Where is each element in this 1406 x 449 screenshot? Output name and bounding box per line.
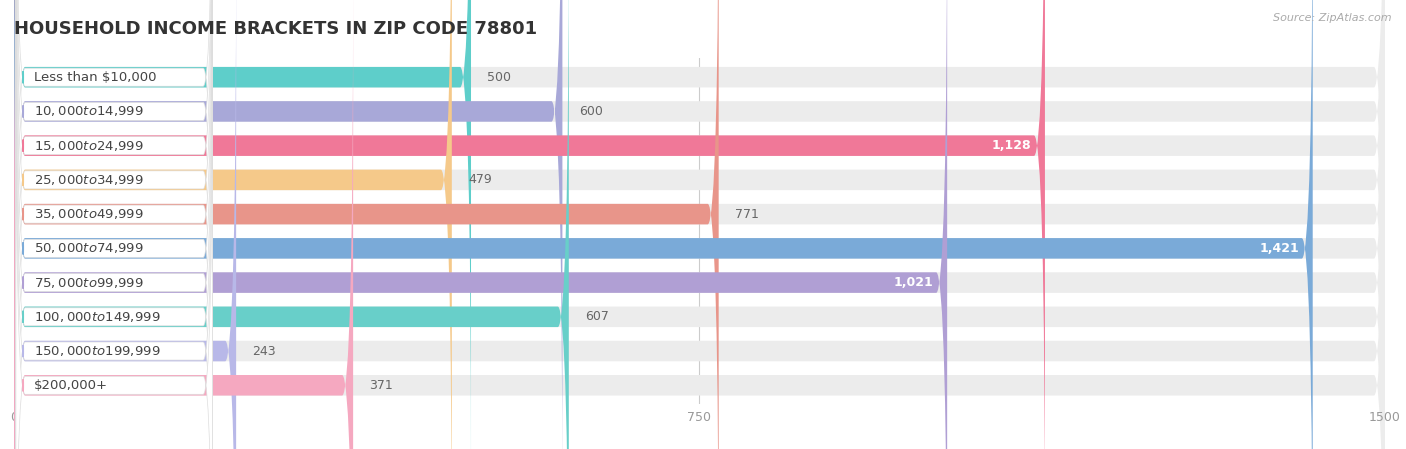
FancyBboxPatch shape bbox=[14, 0, 1385, 449]
FancyBboxPatch shape bbox=[14, 0, 1385, 449]
FancyBboxPatch shape bbox=[14, 0, 569, 449]
FancyBboxPatch shape bbox=[15, 0, 212, 449]
Text: $35,000 to $49,999: $35,000 to $49,999 bbox=[34, 207, 143, 221]
Text: $10,000 to $14,999: $10,000 to $14,999 bbox=[34, 105, 143, 119]
FancyBboxPatch shape bbox=[15, 0, 212, 449]
Text: $50,000 to $74,999: $50,000 to $74,999 bbox=[34, 242, 143, 255]
Text: $100,000 to $149,999: $100,000 to $149,999 bbox=[34, 310, 160, 324]
Text: $150,000 to $199,999: $150,000 to $199,999 bbox=[34, 344, 160, 358]
FancyBboxPatch shape bbox=[15, 0, 212, 449]
FancyBboxPatch shape bbox=[15, 0, 212, 445]
Text: 371: 371 bbox=[370, 379, 394, 392]
Text: 500: 500 bbox=[488, 70, 512, 84]
Text: 243: 243 bbox=[253, 344, 276, 357]
FancyBboxPatch shape bbox=[14, 0, 562, 449]
FancyBboxPatch shape bbox=[15, 52, 212, 449]
FancyBboxPatch shape bbox=[15, 0, 212, 449]
FancyBboxPatch shape bbox=[14, 0, 471, 449]
Text: 607: 607 bbox=[585, 310, 609, 323]
Text: 1,021: 1,021 bbox=[894, 276, 934, 289]
FancyBboxPatch shape bbox=[14, 0, 1385, 449]
Text: $15,000 to $24,999: $15,000 to $24,999 bbox=[34, 139, 143, 153]
FancyBboxPatch shape bbox=[14, 0, 948, 449]
FancyBboxPatch shape bbox=[14, 0, 353, 449]
FancyBboxPatch shape bbox=[14, 0, 451, 449]
Text: $200,000+: $200,000+ bbox=[34, 379, 108, 392]
Text: $25,000 to $34,999: $25,000 to $34,999 bbox=[34, 173, 143, 187]
FancyBboxPatch shape bbox=[14, 0, 1385, 449]
Text: 600: 600 bbox=[579, 105, 603, 118]
FancyBboxPatch shape bbox=[14, 0, 1385, 449]
FancyBboxPatch shape bbox=[14, 0, 1385, 449]
FancyBboxPatch shape bbox=[14, 0, 1385, 449]
Text: 1,421: 1,421 bbox=[1260, 242, 1299, 255]
FancyBboxPatch shape bbox=[14, 0, 1385, 449]
Text: HOUSEHOLD INCOME BRACKETS IN ZIP CODE 78801: HOUSEHOLD INCOME BRACKETS IN ZIP CODE 78… bbox=[14, 20, 537, 38]
FancyBboxPatch shape bbox=[14, 0, 1385, 449]
FancyBboxPatch shape bbox=[14, 0, 718, 449]
Text: Less than $10,000: Less than $10,000 bbox=[34, 70, 156, 84]
FancyBboxPatch shape bbox=[14, 0, 1045, 449]
FancyBboxPatch shape bbox=[14, 0, 1385, 449]
Text: Source: ZipAtlas.com: Source: ZipAtlas.com bbox=[1274, 13, 1392, 23]
FancyBboxPatch shape bbox=[15, 0, 212, 449]
Text: 1,128: 1,128 bbox=[991, 139, 1031, 152]
FancyBboxPatch shape bbox=[14, 0, 1313, 449]
Text: 479: 479 bbox=[468, 173, 492, 186]
Text: $75,000 to $99,999: $75,000 to $99,999 bbox=[34, 276, 143, 290]
FancyBboxPatch shape bbox=[15, 18, 212, 449]
Text: 771: 771 bbox=[735, 207, 759, 220]
FancyBboxPatch shape bbox=[15, 0, 212, 449]
FancyBboxPatch shape bbox=[14, 0, 236, 449]
FancyBboxPatch shape bbox=[15, 0, 212, 410]
